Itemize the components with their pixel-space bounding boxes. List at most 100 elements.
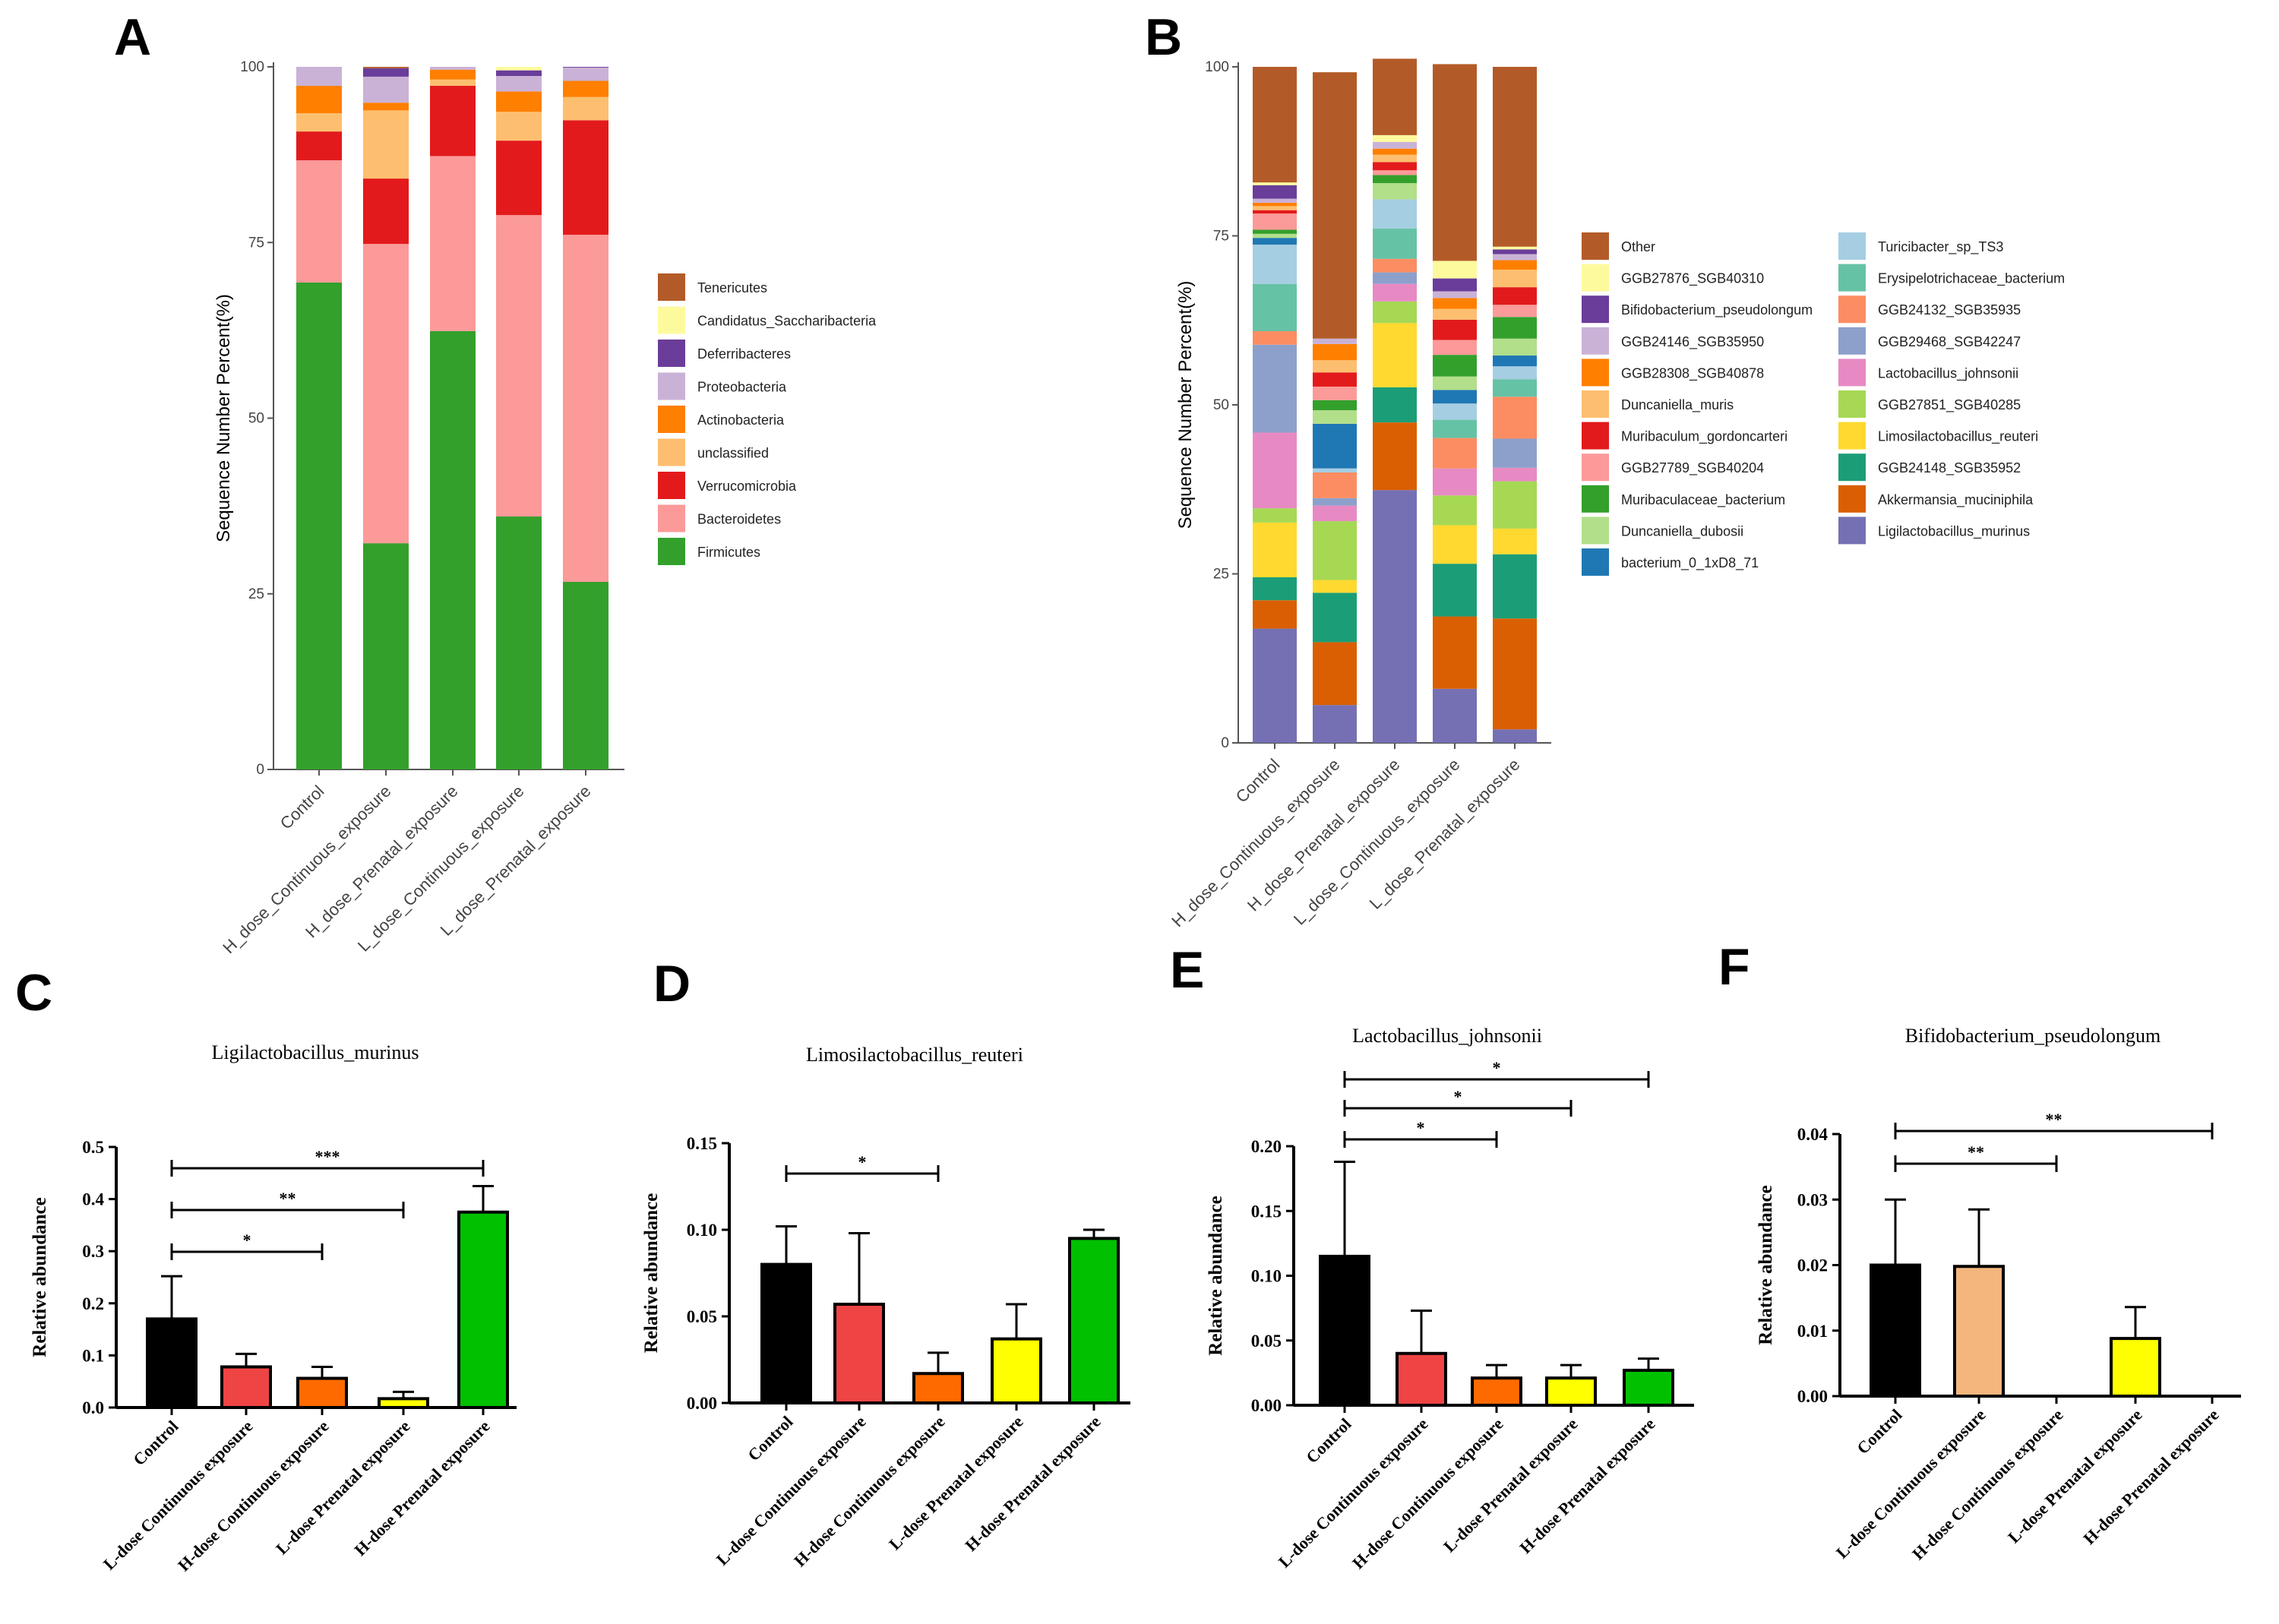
bar-segment-duncaniella-muris [1373, 154, 1417, 163]
legend-swatch-deferribacteres [658, 340, 685, 367]
chart-title-e: Lactobacillus_johnsonii [1352, 1025, 1542, 1047]
y-axis-title-c: Relative abundance [30, 1197, 50, 1357]
bar-segment-akkermansia-muciniphila [1493, 618, 1537, 730]
y-tick-label: 0.03 [1797, 1190, 1828, 1209]
y-tick-label: 0.2 [82, 1294, 104, 1313]
legend-label-firmicutes: Firmicutes [697, 545, 760, 560]
bar-segment-duncaniella-muris [1253, 206, 1297, 210]
x-tick-label: Control [277, 782, 328, 833]
legend-label-verrucomicrobia: Verrucomicrobia [697, 479, 797, 494]
bar-segment-duncaniella-dubosii [1493, 338, 1537, 356]
legend-label-unclassified: unclassified [697, 446, 769, 461]
x-tick-label: H-dose Continuous exposure [1348, 1414, 1507, 1573]
bar-segment-candidatus-saccharibacteria [496, 67, 542, 71]
legend-swatch-candidatus-saccharibacteria [658, 306, 685, 334]
x-tick-label: H-dose Prenatal exposure [350, 1417, 493, 1559]
legend-label-ggb27876-sgb40310: GGB27876_SGB40310 [1621, 271, 1764, 287]
bar-segment-proteobacteria [496, 76, 542, 92]
x-tick-label: L-dose Continuous exposure [713, 1412, 870, 1569]
chart-b: 0 25 50 75 100 Sequence Number Percent(%) Cont… [1168, 58, 2065, 930]
x-tick-label: H-dose Prenatal exposure [2079, 1405, 2222, 1548]
bar-segment-bacterium-0-1xd8-71 [1253, 238, 1297, 245]
bar-segment-ligilactobacillus-murinus [1433, 688, 1477, 743]
legend-swatch-ggb27789-sgb40204 [1582, 453, 1609, 482]
bar-segment-ggb27876-sgb40310 [1433, 261, 1477, 279]
x-tick-label: Control [1853, 1405, 1905, 1458]
y-tick-label: 75 [248, 235, 264, 251]
y-tick-label: 0.04 [1797, 1125, 1829, 1144]
legend-swatch-ligilactobacillus-murinus [1838, 517, 1866, 545]
bar-segment-ggb24148-sgb35952 [1373, 387, 1417, 423]
bar-segment-bacterium-0-1xd8-71 [1433, 390, 1477, 404]
legend-label-ggb28308-sgb40878: GGB28308_SGB40878 [1621, 365, 1764, 381]
legend-label-erysipelotrichaceae-bacterium: Erysipelotrichaceae_bacterium [1878, 271, 2065, 287]
bar-segment-verrucomicrobia [430, 85, 476, 156]
bar-segment-ggb27876-sgb40310 [1493, 246, 1537, 250]
bar-segment-ggb29468-sgb42247 [1373, 272, 1417, 284]
bar-h-dose-prenatal-exposure [1623, 1368, 1674, 1407]
x-tick-label: L-dose Prenatal exposure [885, 1412, 1027, 1554]
bar-segment-muribaculum-gordoncarteri [1313, 372, 1357, 387]
legend-swatch-lactobacillus-johnsonii [1838, 359, 1866, 387]
bar-segment-ggb27789-sgb40204 [1253, 213, 1297, 230]
bar-segment-other [1313, 72, 1357, 339]
bar-segment-other [1373, 58, 1417, 135]
y-tick-label: 0.05 [1251, 1332, 1282, 1351]
bar-segment-ggb24132-sgb35935 [1373, 258, 1417, 273]
bar-h-dose-continuous-exposure [1471, 1376, 1522, 1407]
significance-label: ** [280, 1189, 296, 1208]
legend-swatch-bacterium-0-1xd8-71 [1582, 548, 1609, 576]
bar-segment-ggb27789-sgb40204 [1313, 386, 1357, 400]
legend-swatch-ggb27851-sgb40285 [1838, 390, 1866, 418]
legend-swatch-other [1582, 232, 1609, 260]
y-tick-label: 0.3 [82, 1242, 104, 1261]
bar-segment-muribaculum-gordoncarteri [1373, 162, 1417, 171]
legend-swatch-ggb29468-sgb42247 [1838, 327, 1866, 355]
bar-segment-ggb24146-sgb35950 [1493, 254, 1537, 261]
bar-segment-turicibacter-sp-ts3 [1313, 468, 1357, 472]
significance-label: * [858, 1152, 867, 1171]
bar-segment-bacteroidetes [296, 160, 342, 283]
legend-swatch-actinobacteria [658, 406, 685, 433]
bar-segment-limosilactobacillus-reuteri [1493, 528, 1537, 554]
bar-l-dose-prenatal-exposure [991, 1337, 1042, 1405]
bar-segment-proteobacteria [563, 67, 608, 81]
y-tick-label: 25 [1213, 567, 1229, 583]
legend-swatch-unclassified [658, 438, 685, 466]
bar-segment-other [1253, 67, 1297, 183]
bar-segment-ggb27851-sgb40285 [1313, 521, 1357, 580]
legend-label-ligilactobacillus-murinus: Ligilactobacillus_murinus [1878, 523, 2030, 539]
bar-segment-muribaculaceae-bacterium [1253, 229, 1297, 234]
x-tick-label: H-dose Continuous exposure [1908, 1405, 2067, 1564]
legend-swatch-firmicutes [658, 538, 685, 565]
bar-segment-ligilactobacillus-murinus [1493, 729, 1537, 743]
bar-segment-limosilactobacillus-reuteri [1253, 522, 1297, 577]
y-tick-label: 0.0 [82, 1398, 104, 1417]
bar-segment-firmicutes [296, 282, 342, 770]
significance-label: * [243, 1231, 251, 1250]
bar-l-dose-prenatal-exposure [378, 1397, 429, 1410]
bar-segment-duncaniella-dubosii [1433, 376, 1477, 390]
legend-swatch-ggb24132-sgb35935 [1838, 295, 1866, 324]
bar-control [760, 1262, 812, 1404]
legend-swatch-limosilactobacillus-reuteri [1838, 422, 1866, 450]
bar-segment-lactobacillus-johnsonii [1493, 467, 1537, 482]
bar-segment-duncaniella-muris [1313, 360, 1357, 373]
legend-swatch-bacteroidetes [658, 504, 685, 532]
bar-segment-bacterium-0-1xd8-71 [1493, 355, 1537, 367]
bar-segment-duncaniella-muris [1493, 270, 1537, 288]
bar-segment-firmicutes [363, 543, 409, 769]
legend-swatch-ggb24146-sgb35950 [1582, 327, 1609, 355]
bar-l-dose-prenatal-exposure [1545, 1376, 1597, 1407]
panel-label-b: B [1145, 8, 1182, 66]
bar-segment-limosilactobacillus-reuteri [1373, 323, 1417, 387]
y-tick-label: 50 [1213, 397, 1229, 413]
significance-label: * [1454, 1087, 1462, 1106]
bar-segment-muribaculaceae-bacterium [1433, 355, 1477, 377]
legend-label-other: Other [1621, 239, 1655, 254]
bar-segment-deferribacteres [563, 67, 608, 68]
bar-segment-ggb27789-sgb40204 [1373, 170, 1417, 175]
bar-segment-duncaniella-dubosii [1313, 410, 1357, 424]
bar-segment-akkermansia-muciniphila [1433, 616, 1477, 689]
bar-segment-turicibacter-sp-ts3 [1373, 199, 1417, 229]
